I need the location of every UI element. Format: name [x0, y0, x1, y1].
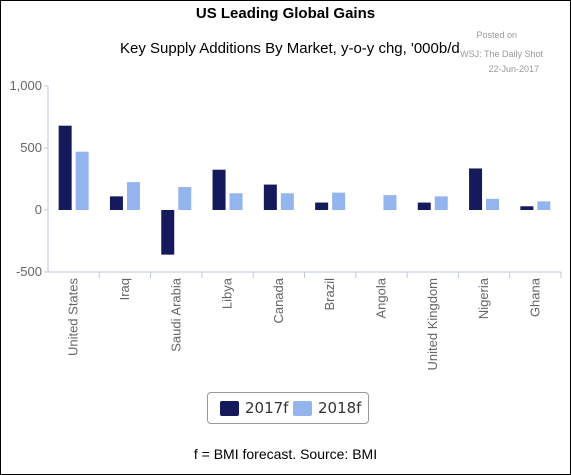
legend: 2017f 2018f — [207, 392, 369, 424]
x-tick-label: United Kingdom — [425, 278, 440, 371]
x-tick-label: Libya — [220, 277, 235, 309]
x-tick-label: Nigeria — [476, 277, 491, 319]
source-date: 22-Jun-2017 — [488, 64, 539, 74]
y-tick-label: -500 — [16, 264, 42, 279]
bar-2017f-iraq — [109, 196, 123, 210]
bar-2018f-canada — [280, 193, 294, 210]
source-name: WSJ: The Daily Shot — [460, 49, 543, 59]
y-tick-label: 0 — [35, 202, 42, 217]
bar-2018f-nigeria — [486, 198, 500, 210]
bar-2018f-united-kingdom — [434, 196, 448, 210]
bar-2017f-libya — [212, 169, 226, 210]
bar-2018f-iraq — [126, 182, 140, 210]
y-tick-label: 1,000 — [9, 78, 42, 93]
x-tick-label: Canada — [271, 277, 286, 323]
bar-2018f-brazil — [332, 192, 346, 210]
bar-2018f-united-states — [75, 151, 89, 210]
x-tick-label: Angola — [373, 277, 388, 318]
x-tick-label: Iraq — [117, 278, 132, 300]
legend-swatch-2018f — [293, 400, 312, 416]
bar-2018f-saudi-arabia — [178, 187, 192, 210]
x-tick-label: Brazil — [322, 278, 337, 311]
legend-label-2018f: 2018f — [318, 399, 362, 417]
bar-2017f-canada — [263, 184, 277, 210]
bar-2017f-united-kingdom — [417, 202, 431, 210]
bar-2018f-angola — [383, 195, 397, 210]
bar-2017f-brazil — [315, 202, 329, 210]
source-posted-on: Posted on — [476, 30, 517, 40]
x-tick-label: Ghana — [527, 277, 542, 317]
footer-note: f = BMI forecast. Source: BMI — [193, 446, 378, 462]
bar-2017f-nigeria — [469, 168, 483, 210]
bar-2017f-ghana — [520, 206, 534, 210]
bar-2017f-united-states — [58, 125, 72, 210]
x-tick-label: Saudi Arabia — [168, 277, 183, 351]
legend-label-2017f: 2017f — [245, 399, 289, 417]
chart-subtitle: Key Supply Additions By Market, y-o-y ch… — [120, 40, 460, 57]
legend-swatch-2017f — [220, 400, 239, 416]
legend-item-2017f[interactable]: 2017f — [220, 399, 288, 417]
chart-title: US Leading Global Gains — [195, 5, 376, 22]
bar-2018f-ghana — [537, 201, 551, 210]
bar-2017f-saudi-arabia — [161, 210, 175, 255]
y-tick-label: 500 — [20, 140, 42, 155]
legend-item-2018f[interactable]: 2018f — [293, 399, 361, 417]
x-tick-label: United States — [66, 278, 81, 357]
bar-2018f-libya — [229, 193, 243, 210]
